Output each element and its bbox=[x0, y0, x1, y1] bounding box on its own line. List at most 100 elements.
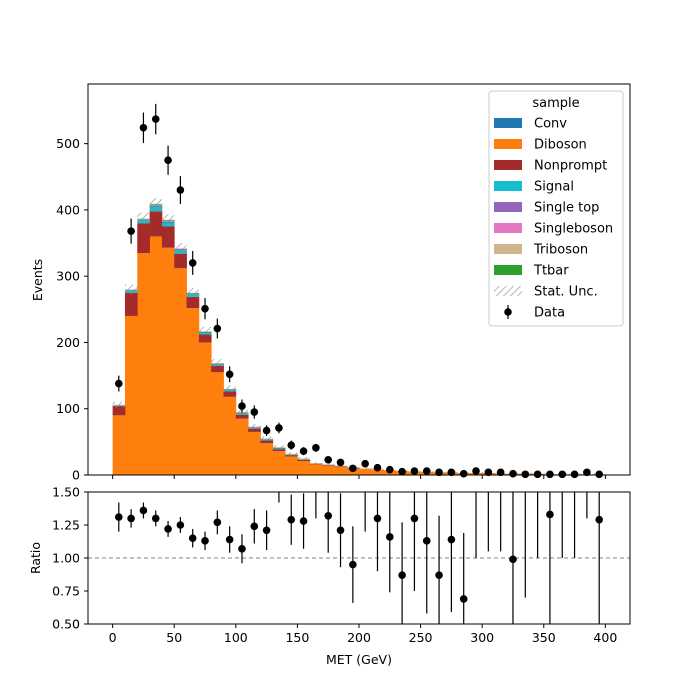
y-tick-label: 100 bbox=[56, 401, 80, 416]
legend-entries: Conv Diboson Nonprompt Signal Single top Sing… bbox=[494, 117, 613, 321]
stat-unc-band bbox=[223, 385, 236, 393]
data-point bbox=[484, 468, 493, 477]
stat-unc-band bbox=[186, 287, 199, 298]
ratio-point bbox=[509, 555, 517, 564]
bar-nonprompt bbox=[198, 334, 212, 343]
stat-unc-band bbox=[149, 197, 162, 210]
data-point bbox=[238, 402, 246, 410]
stat-unc-band bbox=[359, 467, 372, 470]
legend-label-data: Data bbox=[534, 306, 565, 321]
ratio-y-tick-label: 1.50 bbox=[52, 485, 80, 500]
ratio-y-tick-label: 0.50 bbox=[52, 617, 80, 632]
x-tick-label: 350 bbox=[532, 630, 556, 645]
bar-nonprompt bbox=[174, 253, 187, 269]
data-point bbox=[201, 304, 209, 313]
data-point bbox=[496, 468, 505, 477]
legend-swatch-conv bbox=[494, 118, 522, 128]
main-x-axis-ticks bbox=[112, 475, 606, 479]
bar-diboson bbox=[309, 464, 323, 475]
stat-unc-band bbox=[161, 214, 175, 226]
data-point bbox=[521, 470, 530, 479]
ratio-point bbox=[213, 518, 222, 527]
legend-swatch-stat-unc bbox=[494, 286, 522, 296]
ratio-point bbox=[336, 526, 345, 535]
legend-label-diboson: Diboson bbox=[534, 138, 587, 153]
data-point bbox=[151, 115, 160, 123]
data-point bbox=[558, 470, 567, 479]
stat-unc-band bbox=[285, 452, 298, 456]
ratio-point bbox=[447, 535, 456, 544]
bar-nonprompt bbox=[124, 292, 138, 316]
ratio-x-axis-ticks: 0 50 100 150 200 250 300 350 400 bbox=[109, 624, 617, 645]
y-tick-label: 200 bbox=[56, 335, 80, 350]
x-tick-label: 50 bbox=[166, 630, 182, 645]
ratio-point bbox=[459, 595, 468, 603]
bar-nonprompt bbox=[285, 455, 298, 457]
stat-unc-band bbox=[112, 401, 125, 408]
ratio-point bbox=[410, 514, 419, 523]
ratio-plot-panel: 0.50 0.75 1.00 1.25 1.50 0 50 100 150 200 250 300 3… bbox=[28, 485, 631, 667]
bar-diboson bbox=[235, 418, 249, 475]
ratio-point bbox=[349, 560, 357, 569]
bar-diboson bbox=[322, 465, 335, 475]
bar-diboson bbox=[334, 467, 348, 475]
bar-diboson bbox=[272, 451, 286, 475]
bar-diboson bbox=[359, 469, 372, 475]
data-points bbox=[114, 103, 604, 479]
data-point bbox=[361, 459, 369, 468]
bar-nonprompt bbox=[297, 459, 311, 462]
x-tick-label: 0 bbox=[109, 630, 117, 645]
stat-unc-band bbox=[211, 359, 224, 367]
ratio-point bbox=[373, 514, 382, 523]
y-tick-label: 500 bbox=[56, 136, 80, 151]
x-tick-label: 150 bbox=[285, 630, 309, 645]
ratio-y-axis-label: Ratio bbox=[28, 542, 43, 574]
stat-unc-band bbox=[297, 456, 310, 460]
main-plot-panel: 0 100 200 300 400 500 Events sample Conv Dibos… bbox=[30, 83, 631, 483]
y-tick-label: 400 bbox=[56, 202, 80, 217]
stat-unc-band bbox=[322, 463, 335, 466]
legend-label-ttbar: Ttbar bbox=[533, 264, 569, 279]
stat-unc-band bbox=[309, 461, 323, 465]
bar-diboson bbox=[248, 431, 261, 475]
legend-marker-data bbox=[504, 308, 512, 316]
legend-swatch-nonprompt bbox=[494, 160, 522, 170]
legend-label-nonprompt: Nonprompt bbox=[534, 159, 607, 174]
data-point bbox=[299, 447, 308, 455]
bar-nonprompt bbox=[211, 365, 224, 373]
ratio-y-tick-label: 1.00 bbox=[52, 551, 80, 566]
stat-unc-band bbox=[198, 326, 212, 336]
bar-diboson bbox=[186, 307, 200, 475]
data-point bbox=[583, 468, 591, 477]
x-tick-label: 100 bbox=[224, 630, 248, 645]
ratio-y-axis-ticks: 0.50 0.75 1.00 1.25 1.50 bbox=[52, 485, 88, 632]
bar-nonprompt bbox=[112, 406, 126, 416]
x-axis-label: MET (GeV) bbox=[326, 652, 392, 667]
legend-label-stat-unc: Stat. Unc. bbox=[534, 285, 598, 300]
data-point bbox=[336, 458, 345, 467]
data-point bbox=[213, 324, 222, 333]
data-point bbox=[410, 467, 419, 475]
bar-nonprompt bbox=[186, 296, 200, 308]
bar-nonprompt bbox=[161, 226, 175, 248]
ratio-point bbox=[422, 537, 431, 545]
bar-diboson bbox=[285, 456, 298, 475]
data-point bbox=[435, 468, 443, 477]
x-tick-label: 250 bbox=[409, 630, 433, 645]
legend-swatch-ttbar bbox=[494, 265, 522, 275]
data-point bbox=[275, 424, 283, 432]
ratio-point bbox=[139, 506, 148, 515]
data-point bbox=[164, 156, 172, 165]
bar-diboson bbox=[260, 443, 274, 475]
legend-label-conv: Conv bbox=[534, 117, 567, 132]
stacked-histogram-bars bbox=[112, 203, 606, 475]
ratio-points bbox=[114, 492, 604, 624]
data-point bbox=[472, 467, 480, 475]
bar-diboson bbox=[124, 315, 138, 475]
legend-label-singleboson: Singleboson bbox=[534, 222, 613, 237]
data-point bbox=[114, 379, 123, 388]
data-point bbox=[287, 441, 296, 449]
stat-unc-band bbox=[248, 424, 261, 430]
ratio-point bbox=[435, 571, 443, 579]
bar-diboson bbox=[211, 372, 224, 475]
